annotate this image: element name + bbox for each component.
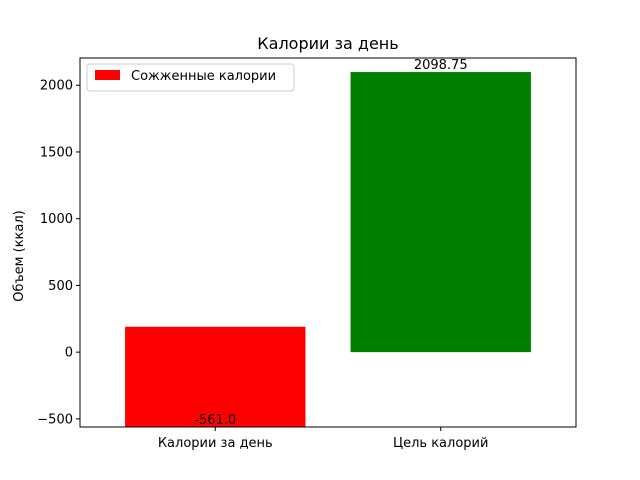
legend-label: Сожженные калории: [131, 69, 276, 84]
y-tick-label: 0: [65, 346, 73, 361]
axes-layer: −500 0 500 1000 1500 2000 Калории за день Цель …: [37, 57, 577, 451]
bar-labels-layer: -561.0 2098.75: [194, 58, 467, 428]
bar-value-label: 2098.75: [414, 58, 468, 73]
y-tick-label: 500: [48, 279, 73, 294]
axes-frame: [79, 57, 577, 428]
y-tick-label: 1500: [40, 145, 73, 160]
x-tick-label: Калории за день: [158, 436, 273, 451]
chart-title: Калории за день: [257, 34, 398, 53]
bar-value-label: -561.0: [194, 413, 236, 428]
y-tick-label: −500: [37, 412, 73, 427]
legend: Сожженные калории: [86, 63, 295, 92]
legend-swatch: [95, 70, 120, 80]
legend-frame: [86, 63, 295, 92]
y-axis-label: Объем (ккал): [12, 210, 27, 302]
bar-1: [125, 326, 306, 427]
y-tick-label: 2000: [40, 79, 73, 94]
bar-2: [350, 72, 531, 353]
bars-layer: [125, 72, 531, 427]
x-tick-label: Цель калорий: [393, 436, 488, 451]
y-tick-label: 1000: [40, 212, 73, 227]
